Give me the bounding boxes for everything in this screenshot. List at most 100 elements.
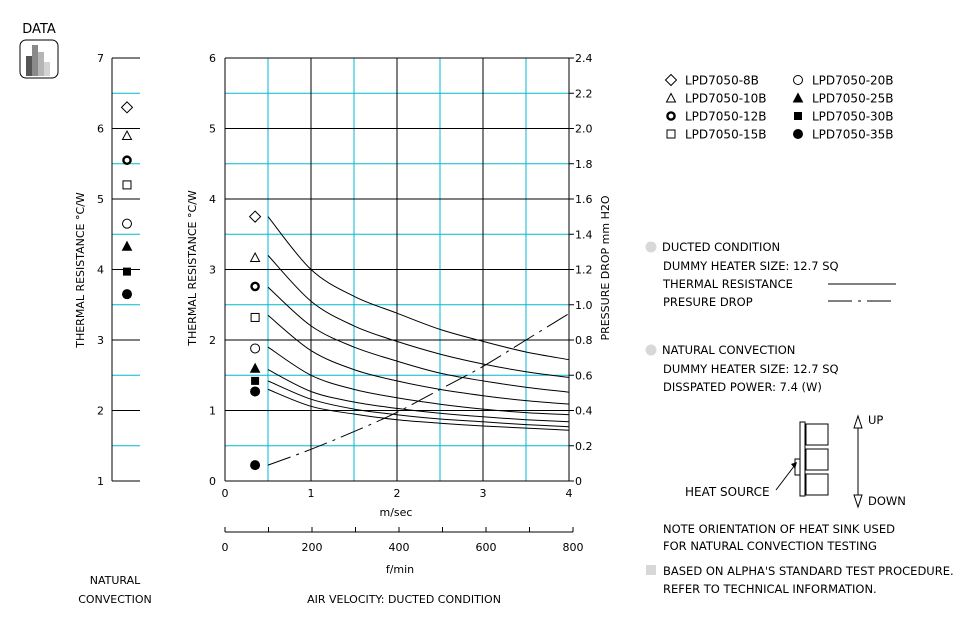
- natural-chart-y-label: THERMAL RESISTANCE °C/W: [74, 192, 87, 349]
- ducted-y2-tick-label: 2.0: [575, 123, 593, 136]
- thermal-curve-lpd7050-15b: [267, 314, 570, 405]
- natural-convection-title: NATURAL CONVECTION: [662, 343, 795, 357]
- note-square-bullet-icon: [646, 565, 656, 575]
- natural-chart-markers: [120, 101, 134, 300]
- natural-point-lpd7050-12b: [122, 155, 132, 166]
- up-down-arrow-icon: [853, 414, 863, 509]
- natural-bullet-icon: [645, 344, 657, 356]
- legend-item-label: LPD7050-25B: [812, 92, 894, 106]
- legend-item-label: LPD7050-8B: [685, 74, 759, 88]
- legend-item-label: LPD7050-30B: [812, 110, 894, 124]
- thermal-curve-lpd7050-30b: [267, 380, 570, 428]
- ducted-point-lpd7050-8b: [248, 210, 262, 223]
- ducted-y2-tick-label: 1.6: [575, 193, 593, 206]
- pressure-drop-curve: [267, 313, 570, 466]
- natural-y-tick-label: 2: [97, 405, 104, 418]
- legend-item-lpd7050-25b: LPD7050-25B: [792, 92, 894, 106]
- ducted-bullet-icon: [645, 241, 657, 253]
- ducted-heater-size: DUMMY HEATER SIZE: 12.7 SQ: [663, 259, 839, 273]
- ducted-point-lpd7050-10b: [249, 251, 261, 263]
- down-label: DOWN: [868, 494, 906, 508]
- thermal-curve-lpd7050-10b: [267, 255, 570, 378]
- ducted-x-tick-label: 4: [566, 487, 573, 500]
- circle-bold-ring-icon: [666, 111, 676, 121]
- ducted-point-lpd7050-25b: [249, 362, 261, 373]
- ducted-y2-tick-label: 0.4: [575, 405, 593, 418]
- pressure-drop-point: [250, 460, 261, 471]
- ducted-point-lpd7050-35b: [250, 386, 261, 397]
- legend-item-lpd7050-8b: LPD7050-8B: [664, 74, 759, 88]
- legend-item-lpd7050-35b: LPD7050-35B: [793, 128, 894, 142]
- data-badge-label: DATA: [22, 22, 56, 37]
- ducted-y2-tick-label: 0.2: [575, 440, 593, 453]
- ducted-y2-tick-label: 0.8: [575, 334, 593, 347]
- ducted-condition-title: DUCTED CONDITION: [662, 240, 780, 254]
- legend-item-lpd7050-10b: LPD7050-10B: [665, 92, 767, 106]
- ducted-pressure-drop-key: PRESURE DROP: [663, 295, 753, 309]
- ducted-chart-x-label: m/sec: [380, 506, 413, 519]
- heat-sink-base: [799, 421, 806, 497]
- natural-y-tick-label: 3: [97, 334, 104, 347]
- ducted-y-tick-label: 0: [209, 475, 216, 488]
- ducted-y-tick-label: 2: [209, 334, 216, 347]
- ducted-chart-grid: [224, 57, 570, 482]
- footnotes: NOTE ORIENTATION OF HEAT SINK USED FOR N…: [646, 522, 954, 596]
- natural-chart-caption-line1: NATURAL: [90, 574, 141, 587]
- bar-chart-icon: [26, 45, 50, 76]
- ducted-condition-notes: DUCTED CONDITION DUMMY HEATER SIZE: 12.7…: [645, 240, 896, 309]
- legend-item-label: LPD7050-20B: [812, 74, 894, 88]
- ducted-y-tick-label: 5: [209, 123, 216, 136]
- ducted-point-lpd7050-30b: [251, 376, 260, 385]
- natural-y-tick-label: 1: [97, 475, 104, 488]
- thermal-curve-lpd7050-35b: [267, 388, 570, 431]
- heat-source-pointer-arrow: [775, 462, 797, 491]
- ducted-y2-tick-label: 0: [575, 475, 582, 488]
- thermal-curve-lpd7050-25b: [267, 369, 570, 423]
- ducted-chart-caption: AIR VELOCITY: DUCTED CONDITION: [307, 593, 501, 606]
- ducted-point-lpd7050-20b: [250, 343, 261, 354]
- natural-y-tick-label: 5: [97, 193, 104, 206]
- ducted-y2-tick-label: 1.2: [575, 264, 593, 277]
- natural-y-tick-label: 6: [97, 123, 104, 136]
- ducted-y2-tick-label: 2.4: [575, 52, 593, 65]
- natural-heater-size: DUMMY HEATER SIZE: 12.7 SQ: [663, 362, 839, 376]
- natural-y-tick-label: 7: [97, 52, 104, 65]
- heat-source-block: [794, 458, 801, 476]
- ducted-point-lpd7050-12b: [250, 281, 260, 292]
- square-open-icon: [666, 129, 676, 139]
- ducted-y-tick-label: 3: [209, 264, 216, 277]
- ducted-y2-tick-label: 0.6: [575, 369, 593, 382]
- natural-point-lpd7050-30b: [123, 267, 131, 276]
- square-filled-icon: [794, 112, 802, 120]
- legend-item-lpd7050-12b: LPD7050-12B: [666, 110, 767, 124]
- ducted-point-lpd7050-15b: [250, 312, 260, 322]
- ducted-x2-tick-label: 0: [222, 541, 229, 554]
- circle-open-icon: [793, 75, 803, 85]
- ducted-chart-markers: [248, 210, 262, 471]
- chart-legend: LPD7050-8B LPD7050-10B LPD7050-12B LPD7050-…: [664, 74, 894, 142]
- triangle-filled-icon: [792, 92, 804, 103]
- legend-item-label: LPD7050-12B: [685, 110, 767, 124]
- thermal-curve-lpd7050-20b: [267, 346, 570, 416]
- legend-item-lpd7050-20b: LPD7050-20B: [793, 74, 894, 88]
- orientation-note-line1: NOTE ORIENTATION OF HEAT SINK USED: [663, 522, 895, 536]
- natural-point-lpd7050-25b: [121, 240, 133, 251]
- ducted-x-tick-label: 0: [222, 487, 229, 500]
- data-badge: DATA: [19, 22, 59, 79]
- ducted-x-tick-label: 2: [394, 487, 401, 500]
- natural-chart-y-ticks: 1 2 3 4 5 6 7: [97, 52, 104, 488]
- ducted-x2-tick-label: 200: [302, 541, 323, 554]
- alpha-procedure-line2: REFER TO TECHNICAL INFORMATION.: [663, 582, 877, 596]
- triangle-open-icon: [665, 92, 677, 103]
- natural-dissipated-power: DISSPATED POWER: 7.4 (W): [663, 380, 822, 394]
- legend-item-label: LPD7050-10B: [685, 92, 767, 106]
- circle-filled-icon: [793, 129, 803, 139]
- heat-source-label: HEAT SOURCE: [685, 485, 770, 499]
- ducted-y2-tick-label: 1.8: [575, 158, 593, 171]
- legend-item-label: LPD7050-15B: [685, 128, 767, 142]
- natural-point-lpd7050-8b: [120, 101, 134, 114]
- natural-chart-caption-line2: CONVECTION: [78, 593, 152, 606]
- heat-sink-fins: [805, 423, 829, 496]
